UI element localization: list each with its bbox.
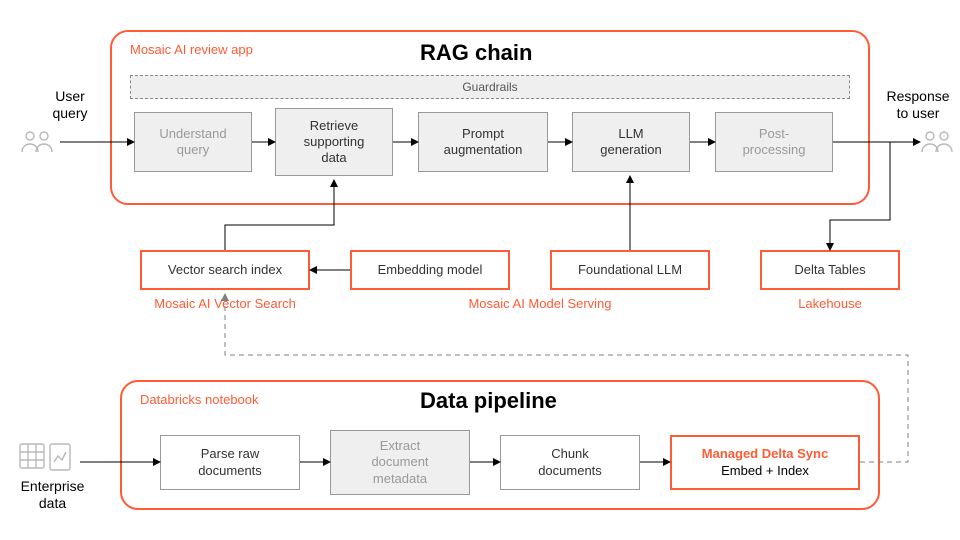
node-prompt-aug: Prompt augmentation <box>418 112 548 172</box>
node-embedding: Embedding model <box>350 250 510 290</box>
node-understand-query: Understand query <box>134 112 252 172</box>
node-delta-tables: Delta Tables <box>760 250 900 290</box>
label-enterprise-data: Enterprisedata <box>10 478 95 512</box>
guardrails-label: Guardrails <box>462 80 517 94</box>
sub-vector-search: Mosaic AI Vector Search <box>140 296 310 311</box>
node-foundational: Foundational LLM <box>550 250 710 290</box>
node-vector-search: Vector search index <box>140 250 310 290</box>
data-icon <box>18 440 74 479</box>
label-user-query: Userquery <box>40 88 100 122</box>
rag-title: RAG chain <box>420 40 532 66</box>
node-chunk: Chunk documents <box>500 435 640 490</box>
node-managed-delta-sync: Managed Delta Sync Embed + Index <box>670 435 860 490</box>
label-response: Responseto user <box>878 88 958 122</box>
node-extract-meta: Extract document metadata <box>330 430 470 495</box>
sub-lakehouse: Lakehouse <box>790 296 870 311</box>
pipeline-container-label: Databricks notebook <box>140 392 259 407</box>
mds-sub: Embed + Index <box>702 463 828 479</box>
node-post-proc: Post- processing <box>715 112 833 172</box>
users-icon <box>18 128 58 159</box>
users-icon-right <box>918 128 958 159</box>
node-retrieve-data: Retrieve supporting data <box>275 108 393 176</box>
mds-title: Managed Delta Sync <box>702 446 828 462</box>
node-llm-gen: LLM generation <box>572 112 690 172</box>
node-parse-raw: Parse raw documents <box>160 435 300 490</box>
guardrails-box: Guardrails <box>130 75 850 99</box>
rag-container-label: Mosaic AI review app <box>130 42 253 57</box>
pipeline-title: Data pipeline <box>420 388 557 414</box>
sub-model-serving: Mosaic AI Model Serving <box>440 296 640 311</box>
